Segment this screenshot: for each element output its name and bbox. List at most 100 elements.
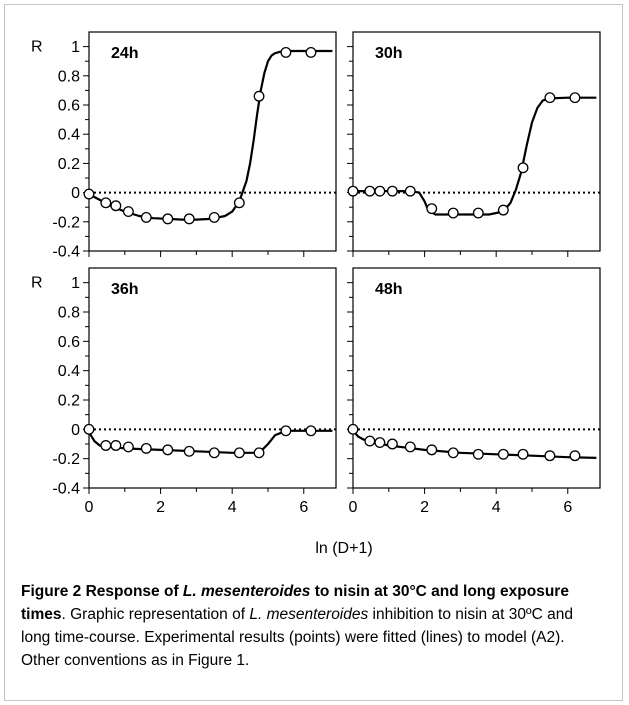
panel-label: 30h <box>375 45 403 62</box>
x-tick-label: 6 <box>299 499 308 516</box>
data-point <box>472 207 484 219</box>
y-tick-label: -0.2 <box>52 214 80 231</box>
data-point <box>569 92 581 104</box>
data-point <box>404 441 416 453</box>
figure-plots: 24h 1 0.8 0.6 0.4 0.2 0 -0.2 -0.4 R 30h 36h 1 0.8 0.6 0… <box>31 31 601 557</box>
data-point <box>233 447 245 459</box>
data-point <box>280 425 292 437</box>
data-point <box>447 447 459 459</box>
y-tick-label: 1 <box>71 39 80 56</box>
data-point <box>122 206 134 218</box>
data-point <box>347 185 359 197</box>
data-point <box>517 448 529 460</box>
data-point <box>280 46 292 58</box>
x-tick-label: 2 <box>156 499 165 516</box>
panel-label: 36h <box>111 281 139 298</box>
y-tick-label: 0.4 <box>58 127 80 144</box>
data-point <box>100 440 112 451</box>
y-tick-label: -0.4 <box>52 244 80 261</box>
plot-frame <box>88 267 337 489</box>
data-point <box>305 425 317 437</box>
x-tick-label: 4 <box>228 499 237 516</box>
y-tick-label: 0.8 <box>58 305 80 322</box>
data-point <box>374 185 386 197</box>
figure-frame <box>4 4 623 701</box>
fit-line <box>353 96 597 216</box>
x-tick-label: 6 <box>563 499 572 516</box>
data-point <box>569 450 581 462</box>
data-point <box>253 447 265 459</box>
caption-title: Figure 2 Response of L. mesenteroides to… <box>21 583 569 623</box>
x-tick-label: 2 <box>420 499 429 516</box>
data-point <box>364 185 376 197</box>
y-tick-label: 0.2 <box>58 156 80 173</box>
panel-30h: 30h <box>347 31 601 257</box>
plot-frame <box>88 31 337 252</box>
data-point <box>426 444 438 456</box>
data-point <box>83 423 95 435</box>
caption-body-2: inhibition to nisin at 30ºC and long tim… <box>21 606 573 669</box>
y-axis-title: R <box>31 39 43 56</box>
data-point <box>497 448 509 460</box>
data-point <box>404 185 416 197</box>
caption-body-1: Graphic representation of <box>70 606 250 623</box>
data-point <box>183 445 195 457</box>
fit-line <box>88 49 333 221</box>
y-tick-label: 0.4 <box>58 363 80 380</box>
data-point <box>233 197 245 209</box>
x-tick-label: 0 <box>349 499 358 516</box>
data-point <box>208 447 220 459</box>
y-tick-label: 0 <box>71 185 80 202</box>
data-point <box>364 435 376 447</box>
y-tick-label: -0.2 <box>52 451 80 468</box>
y-tick-label: 0.6 <box>58 98 80 115</box>
y-tick-label: 0.8 <box>58 68 80 85</box>
data-point <box>544 450 556 462</box>
data-point <box>110 440 122 451</box>
data-point <box>544 92 556 104</box>
data-point <box>472 448 484 460</box>
caption-title-prefix: Figure 2 Response of <box>21 583 183 600</box>
y-tick-label: 1 <box>71 275 80 292</box>
panel-label: 24h <box>111 45 139 62</box>
caption-title-end: . <box>61 606 71 623</box>
data-point <box>183 213 195 225</box>
y-axis-title: R <box>31 275 43 292</box>
panel-48h: 48h 0 2 4 6 <box>347 267 601 516</box>
y-tick-label: 0.2 <box>58 393 80 410</box>
data-point <box>497 204 509 216</box>
data-point <box>110 200 122 212</box>
data-point <box>426 203 438 215</box>
data-point <box>347 423 359 435</box>
x-tick-label: 4 <box>492 499 501 516</box>
plot-frame <box>352 31 601 252</box>
data-point <box>374 437 386 448</box>
figure-caption: Figure 2 Response of L. mesenteroides to… <box>21 580 601 672</box>
x-tick-label: 0 <box>85 499 94 516</box>
data-point <box>162 213 174 225</box>
data-point <box>122 441 134 453</box>
x-axis-title: ln (D+1) <box>315 540 372 557</box>
data-point <box>208 211 220 223</box>
panel-24h: 24h 1 0.8 0.6 0.4 0.2 0 -0.2 -0.4 R <box>31 31 337 261</box>
data-point <box>386 185 398 197</box>
fit-line <box>352 430 597 459</box>
caption-body-species: L. mesenteroides <box>249 606 369 623</box>
data-point <box>83 188 95 200</box>
data-point <box>253 90 265 102</box>
data-point <box>386 438 398 450</box>
caption-title-suffix: to nisin at 30°C and long exposure times <box>21 583 569 623</box>
data-point <box>162 444 174 456</box>
panel-36h: 36h 1 0.8 0.6 0.4 0.2 0 -0.2 -0.4 R 0 2 4 6 <box>31 267 337 516</box>
data-point <box>140 211 152 223</box>
data-point <box>140 442 152 454</box>
data-point <box>447 207 459 219</box>
y-tick-label: 0 <box>71 422 80 439</box>
plot-frame <box>352 267 601 489</box>
panel-label: 48h <box>375 281 403 298</box>
data-point <box>517 162 529 174</box>
y-tick-label: 0.6 <box>58 334 80 351</box>
y-tick-label: -0.4 <box>52 481 80 498</box>
data-point <box>100 197 112 209</box>
caption-title-species: L. mesenteroides <box>182 583 311 600</box>
